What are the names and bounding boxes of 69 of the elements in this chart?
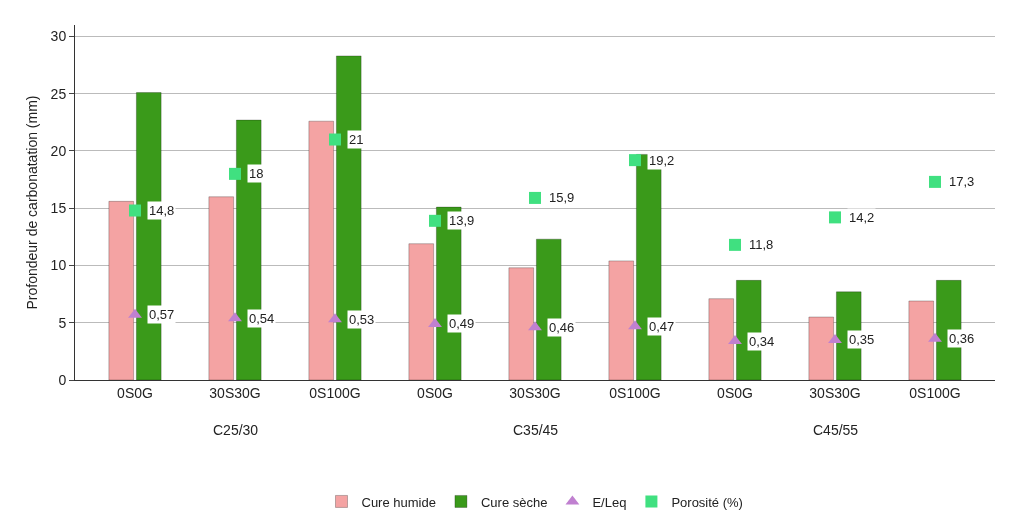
data-label: 21 bbox=[349, 132, 364, 147]
bar bbox=[308, 120, 335, 380]
data-label: 14,2 bbox=[849, 210, 875, 225]
y-tick-label: 15 bbox=[50, 200, 67, 217]
data-label: 0,46 bbox=[549, 320, 575, 335]
point bbox=[628, 320, 642, 330]
bar bbox=[908, 300, 935, 380]
point bbox=[329, 133, 341, 146]
y-tick-label: 0 bbox=[58, 371, 67, 388]
data-label: 0,57 bbox=[149, 307, 175, 322]
point bbox=[229, 167, 241, 180]
data-label: 0,47 bbox=[649, 319, 675, 334]
point bbox=[829, 211, 841, 224]
text: C45/55 bbox=[813, 422, 859, 438]
text: C25/30 bbox=[213, 422, 259, 438]
bar bbox=[608, 260, 635, 380]
bar bbox=[208, 196, 235, 380]
bar bbox=[708, 298, 735, 380]
y-axis-title: Profondeur de carbonatation (mm) bbox=[24, 95, 40, 310]
point bbox=[929, 175, 941, 188]
data-label: 19,2 bbox=[649, 153, 675, 168]
point bbox=[428, 317, 442, 327]
y-tick-label: 30 bbox=[50, 28, 67, 45]
point bbox=[828, 333, 842, 343]
bar bbox=[408, 243, 435, 380]
point bbox=[228, 312, 242, 322]
legend-label: E/Leq bbox=[592, 494, 627, 510]
point bbox=[429, 214, 441, 227]
x-tick-label: 0S0G bbox=[417, 384, 453, 401]
point bbox=[928, 332, 942, 342]
x-tick-label: 30S30G bbox=[509, 384, 561, 401]
point bbox=[529, 191, 541, 204]
y-tick-label: 10 bbox=[50, 257, 67, 274]
point bbox=[328, 313, 342, 323]
bar bbox=[108, 200, 135, 380]
legend-label: Porosité (%) bbox=[671, 494, 743, 510]
point bbox=[629, 154, 641, 167]
legend-label: Cure sèche bbox=[480, 494, 548, 510]
data-label: 18 bbox=[249, 166, 264, 181]
data-label: 0,34 bbox=[749, 334, 775, 349]
x-tick-label: 0S0G bbox=[117, 384, 153, 401]
legend-label: Cure humide bbox=[361, 494, 436, 510]
point bbox=[129, 204, 141, 217]
point bbox=[728, 335, 742, 345]
y-tick-label: 20 bbox=[50, 142, 67, 159]
x-tick-label: 0S0G bbox=[717, 384, 753, 401]
data-label: 13,9 bbox=[449, 213, 475, 228]
x-tick-label: 0S100G bbox=[309, 384, 361, 401]
point bbox=[729, 238, 741, 251]
x-tick-label: 0S100G bbox=[609, 384, 661, 401]
data-label: 17,3 bbox=[949, 174, 975, 189]
data-label: 14,8 bbox=[149, 203, 175, 218]
data-label: 11,8 bbox=[749, 237, 774, 252]
bar bbox=[508, 267, 535, 380]
text: C35/45 bbox=[513, 422, 559, 438]
point bbox=[528, 321, 542, 331]
point bbox=[128, 308, 142, 318]
x-tick-label: 30S30G bbox=[209, 384, 261, 401]
x-tick-label: 30S30G bbox=[809, 384, 861, 401]
data-label: 0,49 bbox=[449, 316, 475, 331]
data-label: 0,54 bbox=[249, 311, 275, 326]
x-tick-label: 0S100G bbox=[909, 384, 961, 401]
data-label: 0,53 bbox=[349, 312, 375, 327]
data-label: 0,35 bbox=[849, 332, 875, 347]
data-label: 0,36 bbox=[949, 331, 975, 346]
bar bbox=[808, 316, 835, 380]
y-tick-label: 25 bbox=[50, 85, 67, 102]
data-label: 15,9 bbox=[549, 190, 575, 205]
y-tick-label: 5 bbox=[58, 314, 67, 331]
